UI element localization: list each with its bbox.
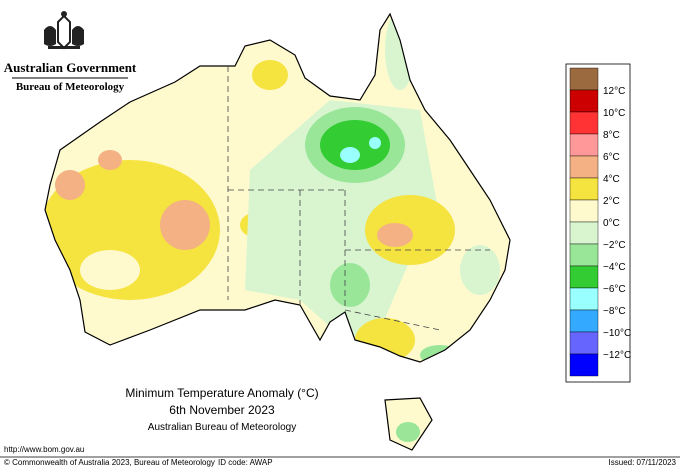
issued: Issued: 07/11/2023	[609, 458, 677, 467]
legend-swatch	[569, 265, 599, 289]
legend-swatch	[569, 199, 599, 223]
legend-swatch	[569, 177, 599, 201]
source: Australian Bureau of Meteorology	[148, 422, 296, 433]
legend-label: 2°C	[603, 196, 620, 207]
legend-label: 4°C	[603, 174, 620, 185]
legend-swatch	[569, 331, 599, 355]
coastline	[44, 12, 511, 363]
legend-label: −12°C	[603, 350, 631, 361]
id-code: ID code: AWAP	[218, 458, 273, 467]
legend-label: −4°C	[603, 262, 626, 273]
date: 6th November 2023	[169, 403, 275, 417]
legend-swatch	[569, 353, 599, 377]
bureau-name: Bureau of Meteorology	[16, 81, 125, 93]
government-name: Australian Government	[4, 60, 137, 75]
crest	[44, 11, 84, 50]
legend-label: 0°C	[603, 218, 620, 229]
legend-swatch	[569, 111, 599, 135]
tasmania-coast	[384, 397, 433, 451]
legend-swatch	[569, 89, 599, 113]
legend-swatch	[569, 67, 599, 91]
copyright: © Commonwealth of Australia 2023, Bureau…	[4, 458, 215, 467]
legend-label: −6°C	[603, 284, 626, 295]
tasmania-anomaly	[385, 398, 432, 450]
url: http://www.bom.gov.au	[4, 445, 84, 454]
title: Minimum Temperature Anomaly (°C)	[125, 386, 318, 400]
legend-swatch	[569, 309, 599, 333]
legend-swatch	[569, 287, 599, 311]
legend: 12°C 10°C 8°C 6°C 4°C 2°C 0°C −2°C −4°C −6°C −8°C −…	[569, 67, 631, 377]
legend-label: −8°C	[603, 306, 626, 317]
legend-label: 12°C	[603, 86, 625, 97]
legend-swatch	[569, 155, 599, 179]
state-borders	[227, 66, 490, 331]
legend-label: −2°C	[603, 240, 626, 251]
legend-label: −10°C	[603, 328, 631, 339]
legend-swatch	[569, 243, 599, 267]
legend-swatch	[569, 221, 599, 245]
legend-label: 6°C	[603, 152, 620, 163]
legend-label: 10°C	[603, 108, 625, 119]
legend-swatch	[569, 133, 599, 157]
legend-label: 8°C	[603, 130, 620, 141]
